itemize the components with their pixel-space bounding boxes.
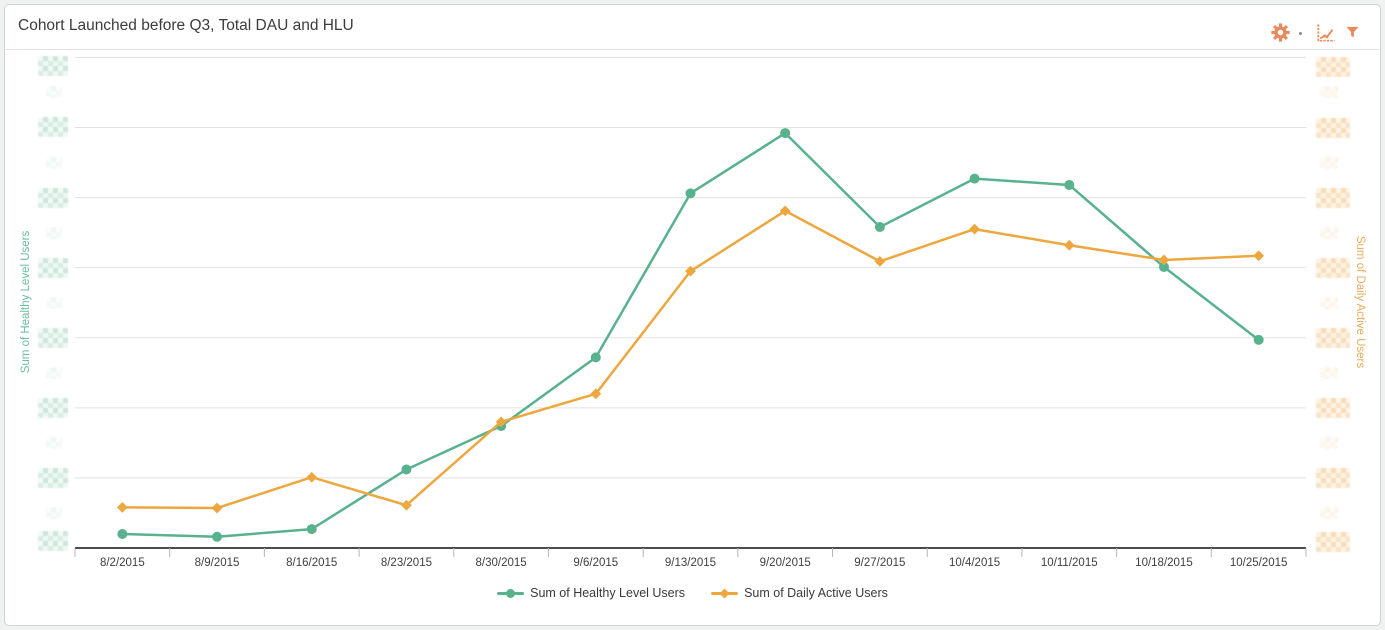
redacted-left-tick-label [38,117,68,138]
line-chart-icon [1317,24,1335,42]
redacted-right-tick-label [1316,468,1350,489]
redacted-left-tick-label [38,397,68,418]
x-axis-label: 10/11/2015 [1040,557,1098,569]
redacted-left-tick-label [38,257,68,278]
redacted-minor-tick [1320,366,1338,379]
legend-item-daily-active-users[interactable]: Sum of Daily Active Users [711,586,888,600]
gear-icon [1271,23,1290,42]
x-axis-label: 9/27/2015 [854,557,906,569]
dau-data-point[interactable] [779,205,791,217]
chart-card: Cohort Launched before Q3, Total DAU and… [4,4,1381,626]
legend-circle-marker-icon [497,588,525,599]
hlu-data-point[interactable] [874,222,885,233]
x-axis-label: 9/6/2015 [573,557,619,569]
header-divider [6,49,1379,50]
hlu-data-point[interactable] [212,531,223,542]
dau-data-point[interactable] [1253,250,1265,262]
redacted-left-tick-label [38,327,68,348]
redacted-minor-tick [1320,436,1338,449]
hlu-data-point[interactable] [1253,334,1264,345]
dau-data-point[interactable] [1158,254,1170,266]
x-axis-label: 8/16/2015 [286,557,338,569]
card-layer: Cohort Launched before Q3, Total DAU and… [5,5,1380,625]
dau-data-point[interactable] [1063,239,1075,251]
redacted-right-tick-label [1316,328,1350,349]
dau-data-point[interactable] [590,388,602,400]
x-axis-label: 10/25/2015 [1229,557,1288,569]
redacted-left-tick-label [38,187,68,208]
x-axis-label: 9/13/2015 [664,557,717,569]
redacted-minor-tick [46,86,62,99]
redacted-left-tick-label [38,531,68,551]
redacted-minor-tick [1320,296,1338,309]
hlu-data-point[interactable] [590,352,601,363]
hlu-data-point[interactable] [969,173,980,184]
redacted-minor-tick [1320,506,1338,519]
chart-plot-area [74,56,1307,557]
x-axis-label: 9/20/2015 [759,557,811,569]
dau-data-point[interactable] [685,265,696,277]
redacted-minor-tick [46,506,62,519]
redacted-right-tick-label [1316,258,1350,279]
x-axis-label: 8/9/2015 [194,557,240,569]
x-axis-label: 10/4/2015 [948,557,1001,569]
redacted-minor-tick [46,436,62,449]
dau-data-point[interactable] [969,223,980,235]
redacted-right-tick-label [1316,56,1350,77]
legend-diamond-marker-icon [711,588,739,599]
x-axis-label: 8/2/2015 [99,557,145,569]
page-title: Cohort Launched before Q3, Total DAU and… [18,17,354,34]
dau-data-point[interactable] [495,416,507,428]
redacted-right-tick-label [1316,531,1350,552]
redacted-right-tick-label [1316,398,1350,419]
dau-data-point[interactable] [401,499,412,511]
filter-button[interactable] [1344,24,1361,41]
x-axis-label: 8/30/2015 [475,557,527,569]
right-y-axis-title: Sum of Daily Active Users [1354,235,1366,369]
hlu-data-point[interactable] [1158,261,1169,272]
redacted-minor-tick [1320,226,1338,239]
hlu-data-point[interactable] [1064,179,1075,190]
redacted-right-tick-label [1316,188,1350,209]
dau-data-point[interactable] [211,502,223,514]
filter-funnel-icon [1346,26,1359,38]
x-axis-label: 8/23/2015 [380,557,432,569]
settings-button[interactable] [1270,22,1291,43]
chart-legend: Sum of Healthy Level Users Sum of Daily … [5,586,1380,600]
hlu-data-point[interactable] [780,128,791,139]
redacted-right-tick-label [1316,117,1350,138]
redacted-minor-tick [46,226,62,239]
dau-data-point[interactable] [874,255,886,267]
redacted-minor-tick [46,296,62,309]
redacted-minor-tick [46,156,62,169]
hlu-data-point[interactable] [401,464,412,475]
legend-item-healthy-level-users[interactable]: Sum of Healthy Level Users [497,586,685,600]
legend-label: Sum of Daily Active Users [744,586,888,600]
hlu-data-point[interactable] [685,188,696,199]
redacted-minor-tick [1320,86,1338,99]
dau-series-line[interactable] [122,209,1259,510]
redacted-minor-tick [1320,156,1338,169]
redacted-left-tick-label [38,56,68,76]
dau-data-point[interactable] [306,471,318,483]
dau-data-point[interactable] [116,501,128,513]
redacted-left-tick-label [38,467,68,488]
left-y-axis-title: Sum of Healthy Level Users [20,230,32,374]
chart-type-button[interactable] [1314,22,1337,45]
hlu-data-point[interactable] [117,528,128,539]
icon-separator-dot [1299,32,1302,35]
legend-label: Sum of Healthy Level Users [530,586,686,600]
hlu-data-point[interactable] [306,524,317,535]
x-axis-label: 10/18/2015 [1135,557,1193,569]
redacted-minor-tick [46,366,62,379]
